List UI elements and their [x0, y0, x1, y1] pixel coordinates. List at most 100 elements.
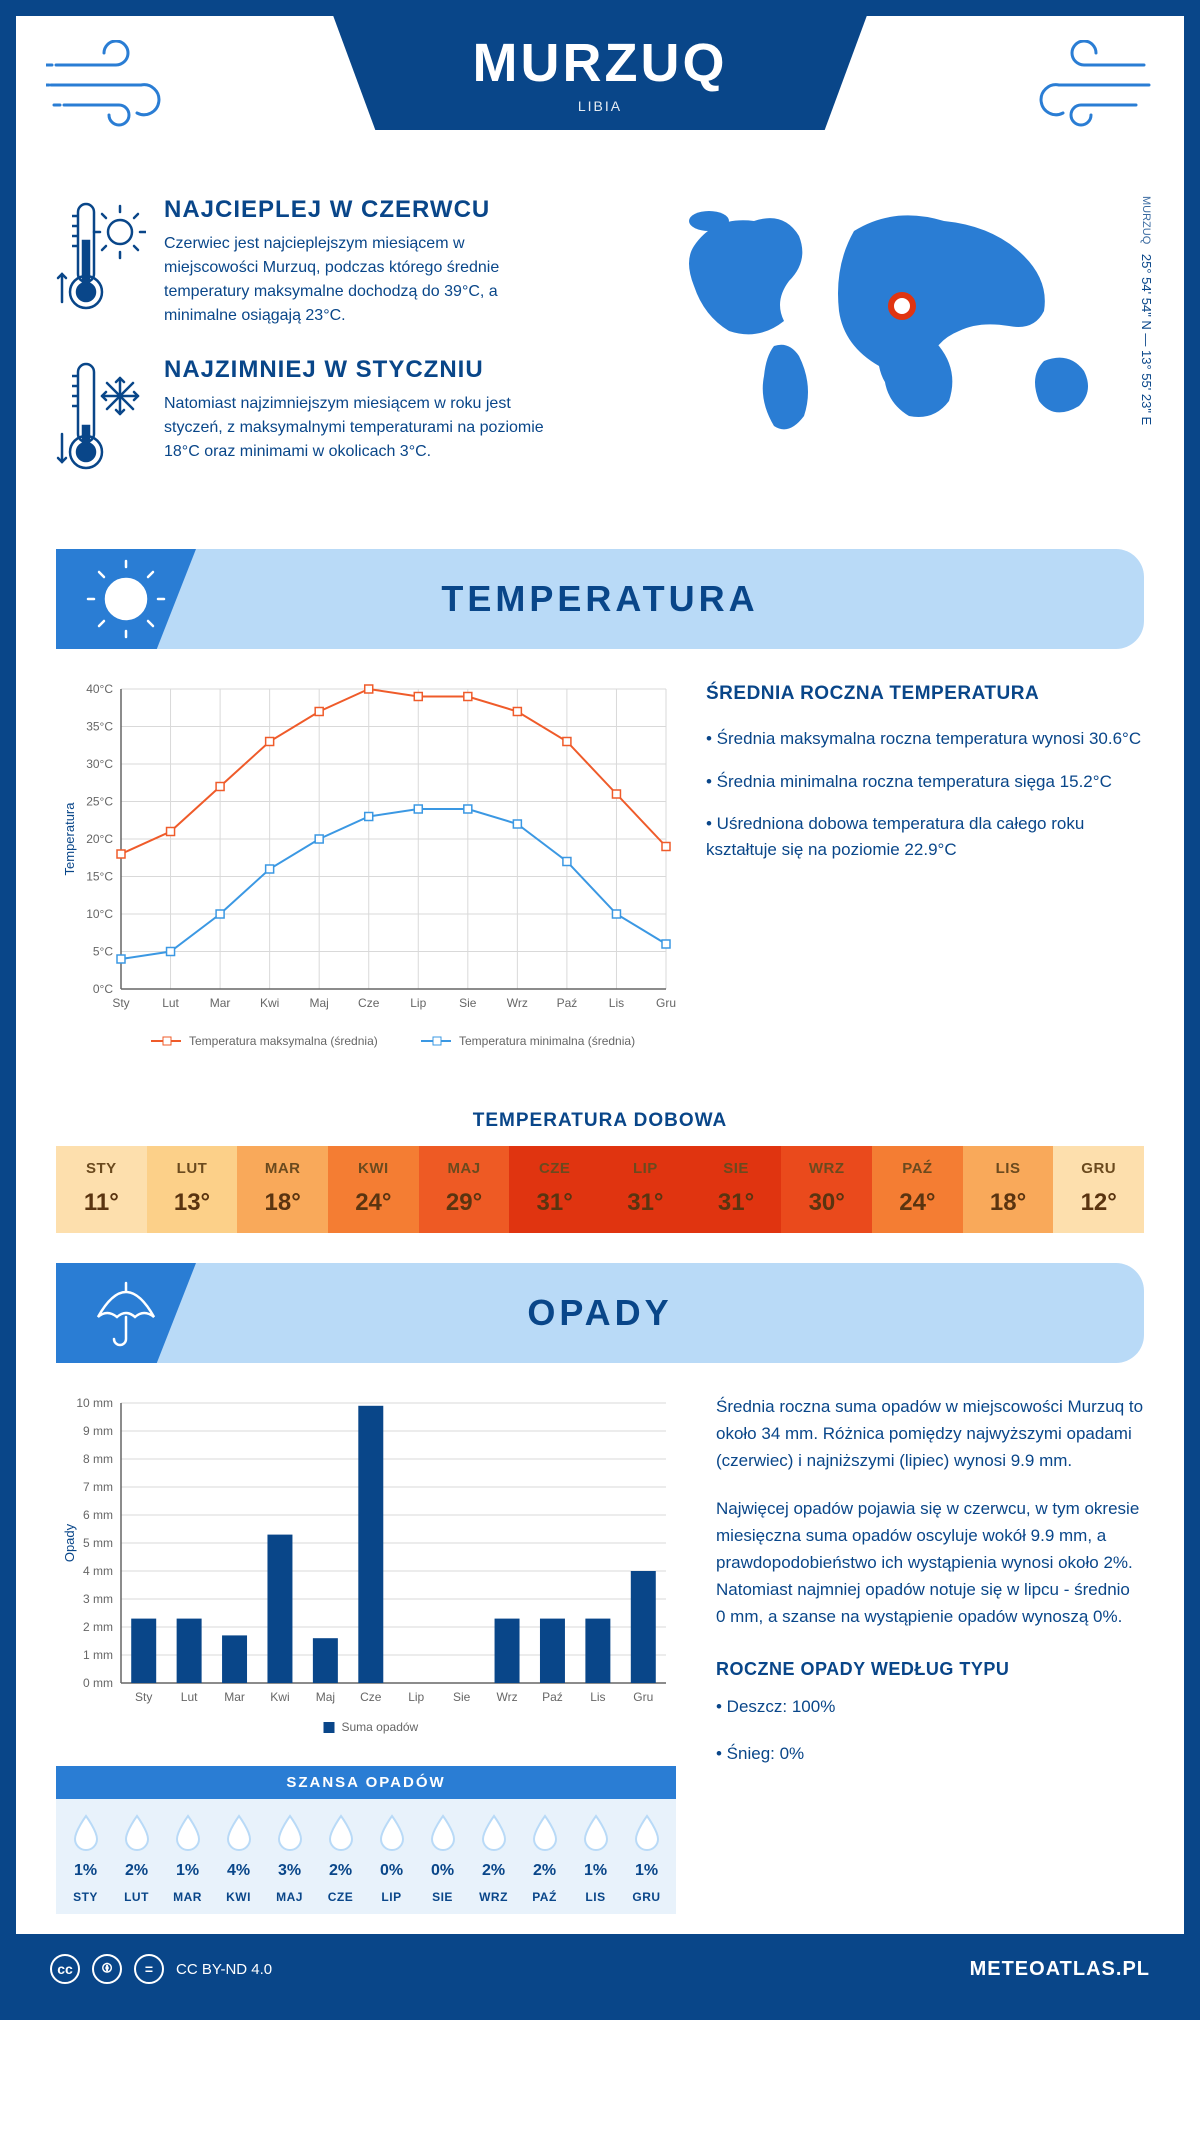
temperature-section-header: TEMPERATURA [56, 549, 1144, 649]
chance-cell: 1%LIS [570, 1813, 621, 1904]
chance-cell: 0%SIE [417, 1813, 468, 1904]
chance-cell: 0%LIP [366, 1813, 417, 1904]
temp-bullet: • Średnia maksymalna roczna temperatura … [706, 726, 1144, 752]
site-name: METEOATLAS.PL [970, 1958, 1150, 1981]
svg-text:Lut: Lut [181, 1690, 198, 1704]
svg-text:5°C: 5°C [93, 945, 113, 959]
warmest-fact: NAJCIEPLEJ W CZERWCU Czerwiec jest najci… [56, 196, 594, 328]
precip-paragraph: Średnia roczna suma opadów w miejscowośc… [716, 1393, 1144, 1475]
svg-text:Maj: Maj [310, 996, 329, 1010]
chance-title: SZANSA OPADÓW [56, 1766, 676, 1799]
svg-text:2 mm: 2 mm [83, 1620, 113, 1634]
cc-by-icon: 🅯 [92, 1954, 122, 1984]
svg-text:Paź: Paź [557, 996, 578, 1010]
country-subtitle: LIBIA [473, 98, 728, 114]
warmest-title: NAJCIEPLEJ W CZERWCU [164, 196, 544, 224]
svg-text:Lis: Lis [609, 996, 624, 1010]
svg-text:Gru: Gru [633, 1690, 653, 1704]
heat-cell: STY11° [56, 1146, 147, 1233]
temp-summary-heading: ŚREDNIA ROCZNA TEMPERATURA [706, 679, 1144, 708]
svg-text:Cze: Cze [360, 1690, 382, 1704]
heat-cell: LIP31° [600, 1146, 691, 1233]
coordinates: MURZUQ 25° 54' 54" N — 13° 55' 23" E [1139, 196, 1154, 425]
svg-text:10°C: 10°C [86, 907, 113, 921]
svg-text:4 mm: 4 mm [83, 1564, 113, 1578]
cc-icon: cc [50, 1954, 80, 1984]
svg-text:Temperatura maksymalna (średni: Temperatura maksymalna (średnia) [189, 1034, 378, 1048]
header: MURZUQ LIBIA [16, 16, 1184, 186]
footer: cc 🅯 = CC BY-ND 4.0 METEOATLAS.PL [16, 1934, 1184, 2004]
heat-cell: MAJ29° [419, 1146, 510, 1233]
city-title: MURZUQ [473, 32, 728, 94]
svg-text:35°C: 35°C [86, 720, 113, 734]
svg-text:Sie: Sie [453, 1690, 471, 1704]
heat-cell: LUT13° [147, 1146, 238, 1233]
coldest-text: Natomiast najzimniejszym miesiącem w rok… [164, 392, 544, 464]
umbrella-icon [56, 1263, 196, 1363]
chance-cell: 1%MAR [162, 1813, 213, 1904]
svg-text:Lip: Lip [408, 1690, 424, 1704]
svg-text:Wrz: Wrz [507, 996, 528, 1010]
svg-text:Lip: Lip [410, 996, 426, 1010]
heat-cell: LIS18° [963, 1146, 1054, 1233]
svg-text:Kwi: Kwi [270, 1690, 289, 1704]
heat-cell: MAR18° [237, 1146, 328, 1233]
precipitation-bar-chart: 0 mm1 mm2 mm3 mm4 mm5 mm6 mm7 mm8 mm9 mm… [56, 1393, 676, 1748]
svg-text:8 mm: 8 mm [83, 1452, 113, 1466]
svg-text:6 mm: 6 mm [83, 1508, 113, 1522]
coldest-fact: NAJZIMNIEJ W STYCZNIU Natomiast najzimni… [56, 356, 594, 481]
chance-cell: 3%MAJ [264, 1813, 315, 1904]
thermometer-hot-icon [56, 196, 146, 328]
yearly-precip-bullet: • Śnieg: 0% [716, 1740, 1144, 1767]
svg-text:20°C: 20°C [86, 832, 113, 846]
heat-cell: GRU12° [1053, 1146, 1144, 1233]
svg-text:Opady: Opady [62, 1523, 77, 1562]
svg-text:Maj: Maj [316, 1690, 335, 1704]
svg-text:Mar: Mar [224, 1690, 245, 1704]
svg-text:Temperatura minimalna (średnia: Temperatura minimalna (średnia) [459, 1034, 635, 1048]
svg-text:Mar: Mar [210, 996, 231, 1010]
svg-text:10 mm: 10 mm [76, 1396, 113, 1410]
svg-text:Paź: Paź [542, 1690, 563, 1704]
svg-text:30°C: 30°C [86, 757, 113, 771]
precip-paragraph: Najwięcej opadów pojawia się w czerwcu, … [716, 1495, 1144, 1631]
svg-text:Sie: Sie [459, 996, 477, 1010]
thermometer-cold-icon [56, 356, 146, 481]
wind-icon [1014, 40, 1154, 135]
license-text: CC BY-ND 4.0 [176, 1961, 272, 1978]
svg-text:Cze: Cze [358, 996, 380, 1010]
warmest-text: Czerwiec jest najcieplejszym miesiącem w… [164, 232, 544, 328]
chance-cell: 4%KWI [213, 1813, 264, 1904]
world-map-icon [654, 196, 1114, 451]
chance-cell: 1%STY [60, 1813, 111, 1904]
heat-cell: SIE31° [691, 1146, 782, 1233]
temperature-summary: ŚREDNIA ROCZNA TEMPERATURA • Średnia mak… [706, 679, 1144, 1064]
svg-text:Lut: Lut [162, 996, 179, 1010]
heat-cell: CZE31° [509, 1146, 600, 1233]
svg-text:25°C: 25°C [86, 795, 113, 809]
svg-text:Lis: Lis [590, 1690, 605, 1704]
svg-text:3 mm: 3 mm [83, 1592, 113, 1606]
svg-text:Kwi: Kwi [260, 996, 279, 1010]
temperature-title: TEMPERATURA [441, 578, 758, 620]
precipitation-title: OPADY [527, 1292, 672, 1334]
intro-section: NAJCIEPLEJ W CZERWCU Czerwiec jest najci… [16, 186, 1184, 539]
yearly-precip-bullet: • Deszcz: 100% [716, 1693, 1144, 1720]
coldest-title: NAJZIMNIEJ W STYCZNIU [164, 356, 544, 384]
precipitation-chance-table: SZANSA OPADÓW 1%STY 2%LUT 1%MAR 4%KWI 3%… [56, 1766, 676, 1914]
wind-icon [46, 40, 186, 135]
heat-cell: WRZ30° [781, 1146, 872, 1233]
precipitation-section-header: OPADY [56, 1263, 1144, 1363]
sun-icon [56, 549, 196, 649]
daily-temp-title: TEMPERATURA DOBOWA [16, 1110, 1184, 1132]
chance-cell: 2%PAŹ [519, 1813, 570, 1904]
svg-text:0°C: 0°C [93, 982, 113, 996]
cc-nd-icon: = [134, 1954, 164, 1984]
yearly-precip-title: ROCZNE OPADY WEDŁUG TYPU [716, 1655, 1144, 1684]
svg-text:1 mm: 1 mm [83, 1648, 113, 1662]
temp-bullet: • Uśredniona dobowa temperatura dla całe… [706, 811, 1144, 864]
svg-text:Wrz: Wrz [496, 1690, 517, 1704]
temp-bullet: • Średnia minimalna roczna temperatura s… [706, 769, 1144, 795]
svg-text:Gru: Gru [656, 996, 676, 1010]
svg-text:5 mm: 5 mm [83, 1536, 113, 1550]
